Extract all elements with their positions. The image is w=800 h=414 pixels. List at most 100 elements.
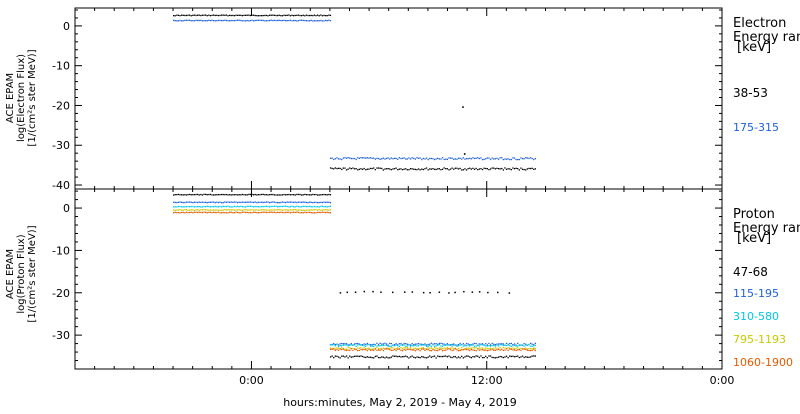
proton-point [299,201,301,203]
proton-point [413,349,415,351]
proton-point [173,201,175,203]
proton-point [438,342,440,345]
proton-point [345,349,348,352]
electron-point [209,20,212,22]
proton-point [366,347,368,350]
proton-point [219,212,221,214]
proton-point [438,349,440,351]
proton-point [294,206,296,208]
electron-point [187,14,189,16]
proton-point [408,343,410,346]
proton-point [411,349,413,351]
electron-point [185,14,188,17]
proton-point [297,193,300,196]
electron-point [451,157,453,159]
proton-point [305,205,308,208]
proton-point [445,355,447,357]
electron-point [216,20,218,22]
proton-point [209,211,212,213]
proton-point [256,206,258,208]
proton-point [297,209,300,211]
electron-point [475,157,477,159]
proton-point [304,193,306,196]
proton-point [368,347,370,349]
electron-point [304,15,306,17]
electron-point [179,19,181,22]
proton-legend-subtitle: Energy ran [733,221,800,236]
proton-point [190,209,192,211]
proton-point [409,347,412,349]
proton-point [192,209,194,211]
proton-point [256,212,258,214]
proton-point [248,212,250,214]
electron-point [494,168,496,170]
proton-point [227,212,229,214]
proton-point [478,347,480,349]
proton-point [512,349,514,351]
proton-point [248,205,250,207]
electron-point [345,169,348,171]
proton-point [318,201,320,204]
electron-point [365,169,367,171]
proton-point [192,205,194,208]
proton-point [518,348,520,350]
proton-point [531,349,533,352]
electron-point [502,169,504,171]
proton-point [334,343,336,346]
electron-point [333,168,335,170]
proton-point [358,349,360,351]
electron-point [321,20,324,22]
electron-point [453,168,455,170]
proton-point [398,348,400,350]
electron-point [347,157,349,159]
proton-point [269,211,271,213]
electron-point [301,19,303,21]
proton-point [350,348,352,350]
proton-point [472,347,474,349]
electron-point [462,169,464,171]
proton-point [456,357,458,359]
electron-point [430,157,432,160]
proton-ylabel-line-2: log(Proton Flux) [16,234,27,313]
proton-point [291,211,293,214]
electron-point [182,14,184,16]
electron-point [353,168,356,170]
proton-point [201,206,204,208]
proton-point [441,355,444,358]
proton-point [384,357,386,359]
proton-point [179,209,181,211]
proton-point [523,343,525,345]
proton-point [259,194,261,196]
proton-point [421,348,423,350]
proton-point [254,193,256,196]
proton-point [321,194,324,196]
y-tick-label: -10 [52,244,70,257]
proton-point [438,355,440,358]
proton-point [369,344,372,346]
proton-point [261,193,263,196]
proton-point [342,355,344,357]
electron-point [176,20,178,22]
electron-point [353,157,356,160]
proton-point [440,345,442,347]
proton-point [291,201,293,203]
electron-y-ticks: 0-10-20-30-40 [52,9,722,192]
proton-point [457,344,460,346]
proton-point [313,212,316,214]
electron-point [411,168,413,170]
electron-point [248,20,250,22]
proton-point [195,211,197,213]
electron-point [438,168,440,170]
proton-point [400,342,402,345]
electron-point [232,19,234,22]
proton-point [233,209,236,211]
proton-point [176,206,178,208]
electron-point [470,158,472,160]
proton-point [369,348,372,350]
electron-point [387,168,389,170]
electron-point [195,14,197,17]
proton-point [305,212,308,214]
electron-flux-panel: 0-10-20-30-40 ACE EPAM log(Electron Flux… [5,7,800,192]
proton-point [493,356,495,359]
proton-point [528,348,530,350]
